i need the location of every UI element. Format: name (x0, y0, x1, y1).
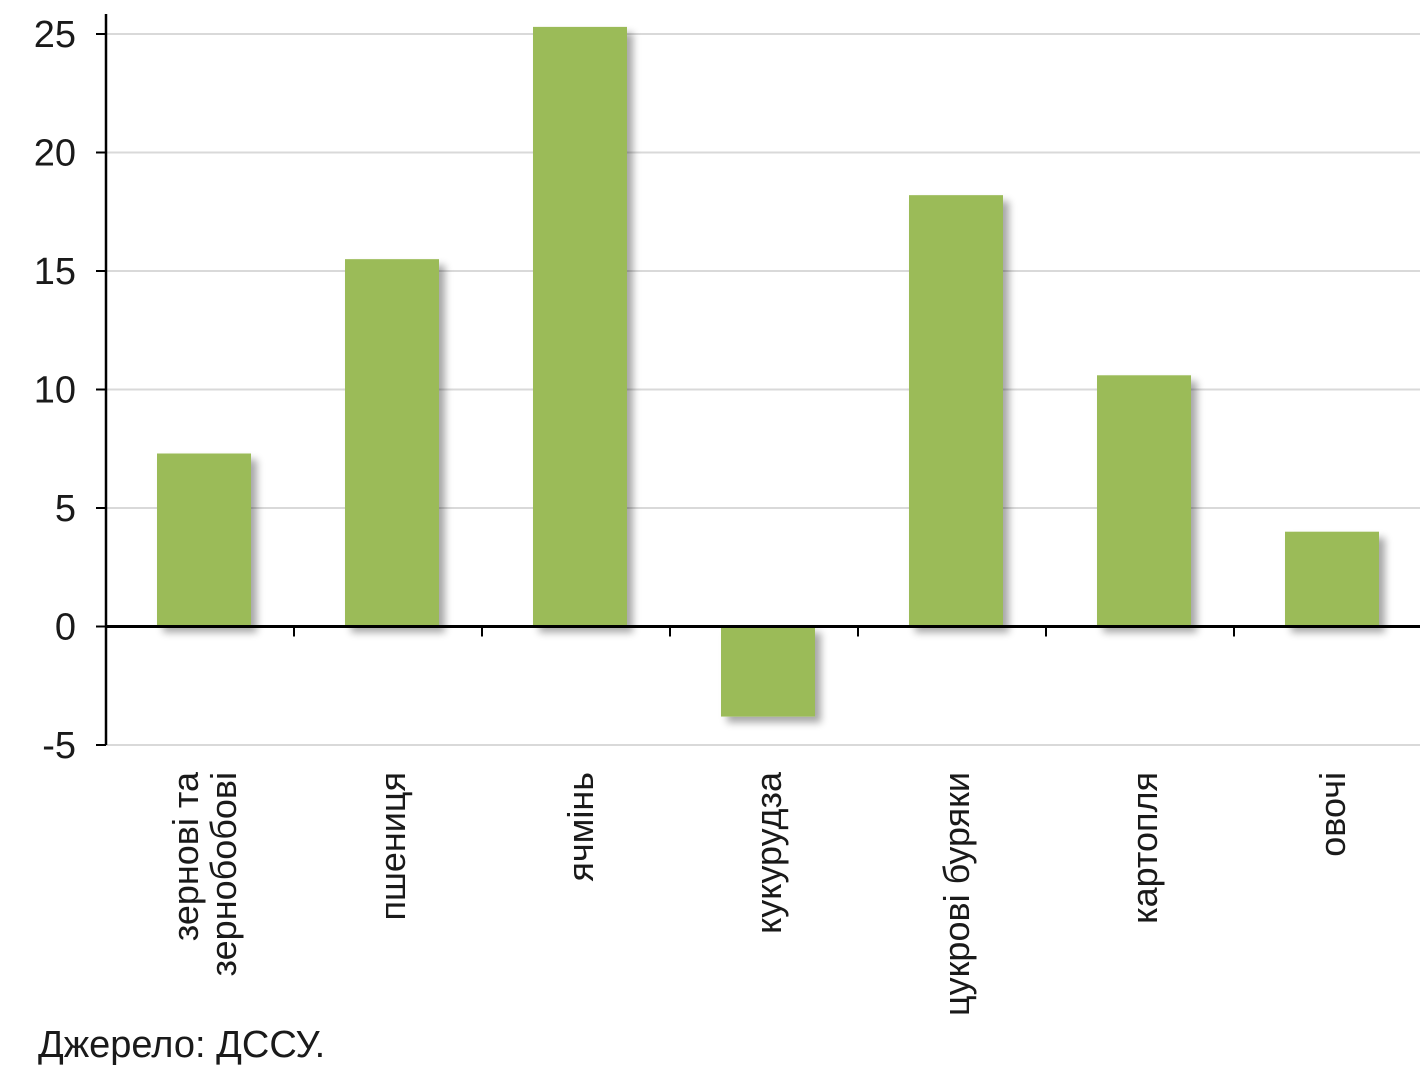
bars (157, 26, 1379, 717)
y-tick-label: 0 (55, 607, 76, 649)
x-category-label: кукурудза (748, 771, 789, 934)
bar (345, 259, 439, 627)
x-category-label: ячмінь (560, 772, 601, 882)
bar (721, 626, 815, 717)
bar (157, 453, 251, 627)
x-category-label: пшениця (372, 772, 413, 921)
y-tick-label: 15 (34, 251, 76, 293)
y-tick-label: 10 (34, 370, 76, 412)
x-category-label: картопля (1124, 772, 1165, 924)
bar (1285, 531, 1379, 627)
source-note: Джерело: ДССУ. (38, 1024, 326, 1066)
bar (1097, 375, 1191, 627)
y-tick-label: 5 (55, 488, 76, 530)
y-tick-label: 25 (34, 14, 76, 56)
x-category-label: цукрові буряки (936, 772, 977, 1016)
bar (909, 195, 1003, 627)
y-tick-label: -5 (42, 725, 76, 767)
bar (533, 26, 627, 627)
axes (96, 14, 1420, 746)
x-category-label: зернові та (165, 771, 206, 941)
x-category-label: зернобобові (203, 772, 244, 976)
gridlines (106, 33, 1420, 746)
y-tick-label: 20 (34, 133, 76, 175)
x-category-label: овочі (1312, 772, 1353, 857)
y-axis-tick-labels: 25 20 15 10 5 0 -5 (34, 14, 76, 767)
